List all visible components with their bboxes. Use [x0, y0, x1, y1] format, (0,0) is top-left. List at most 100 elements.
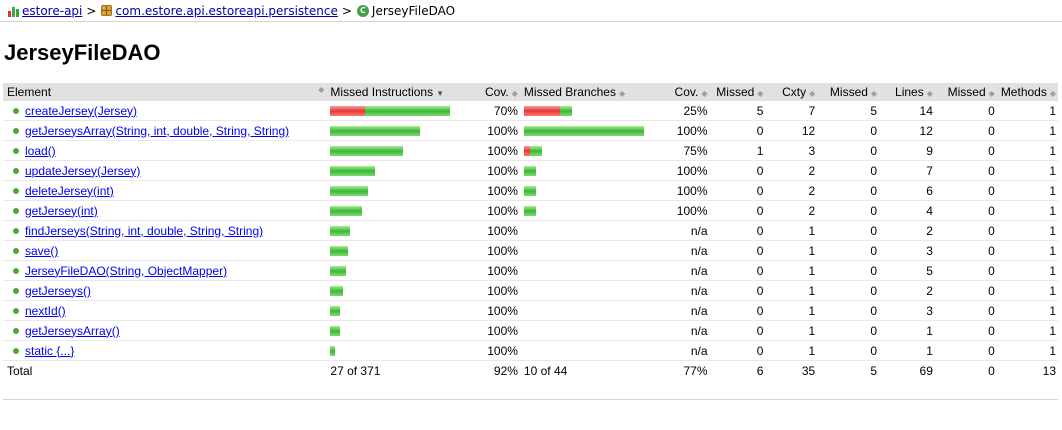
branches-bar-cell [519, 120, 648, 141]
missed-methods: 0 [934, 200, 997, 221]
covered-segment [559, 106, 572, 117]
missed-methods: 0 [934, 240, 997, 261]
branch-coverage: n/a [647, 300, 710, 321]
branches-bar-cell [519, 260, 648, 281]
sort-icon: ◆ [809, 88, 816, 98]
table-header-row: Element ◆ Missed Instructions ▼ Cov. ◆ Miss… [3, 83, 1058, 101]
method-link[interactable]: JerseyFileDAO(String, ObjectMapper) [25, 263, 228, 278]
table-row: updateJersey(Jersey) 100% 100% 0 2 0 7 0 1 [3, 160, 1058, 181]
breadcrumb-package[interactable]: com.estore.api.estoreapi.persistence [101, 3, 338, 18]
branches-bar-cell [519, 160, 648, 181]
instructions-bar-cell [326, 140, 457, 161]
method-link[interactable]: save() [25, 243, 59, 258]
branch-coverage: n/a [647, 240, 710, 261]
sort-icon: ◆ [701, 88, 708, 98]
instr-coverage: 100% [456, 240, 520, 261]
breadcrumb-project-link[interactable]: estore-api [22, 3, 83, 18]
method-link[interactable]: updateJersey(Jersey) [25, 163, 141, 178]
branches-bar-cell [519, 180, 648, 201]
instr-coverage: 70% [456, 100, 520, 121]
table-row: static {...} 100% n/a 0 1 0 1 0 1 [3, 340, 1058, 361]
method-link[interactable]: getJersey(int) [25, 203, 98, 218]
header-methods[interactable]: Methods ◆ [996, 83, 1058, 101]
branches-bar-cell [519, 340, 648, 361]
breadcrumb-project[interactable]: estore-api [8, 4, 82, 18]
method-link[interactable]: getJerseys() [25, 283, 92, 298]
sort-icon: ◆ [618, 88, 626, 98]
instructions-bar [330, 186, 369, 197]
element-cell: updateJersey(Jersey) [3, 160, 327, 181]
cxty: 1 [765, 240, 818, 261]
element-cell: getJerseysArray() [3, 320, 327, 341]
lines: 5 [879, 260, 935, 281]
header-missed-cxty[interactable]: Missed ◆ [709, 83, 766, 101]
header-missed-methods[interactable]: Missed ◆ [934, 83, 997, 101]
method-link[interactable]: static {...} [25, 343, 75, 358]
table-row: getJerseys() 100% n/a 0 1 0 2 0 1 [3, 280, 1058, 301]
sort-icon: ◆ [757, 88, 764, 98]
total-instr-coverage: 92% [493, 363, 518, 378]
header-missed-lines[interactable]: Missed ◆ [817, 83, 880, 101]
covered-segment [523, 166, 536, 177]
instructions-bar [330, 126, 421, 137]
branch-coverage: n/a [647, 320, 710, 341]
instructions-bar [330, 266, 347, 277]
package-icon [101, 5, 113, 16]
missed-cxty: 0 [709, 280, 766, 301]
method-link[interactable]: getJerseysArray() [25, 323, 120, 338]
missed-lines: 0 [817, 200, 880, 221]
method-link[interactable]: deleteJersey(int) [25, 183, 114, 198]
covered-segment [365, 106, 451, 117]
cxty: 12 [765, 120, 818, 141]
lines: 4 [879, 200, 935, 221]
instr-coverage: 100% [456, 280, 520, 301]
method-link[interactable]: getJerseysArray(String, int, double, Str… [25, 123, 290, 138]
method-icon [13, 288, 19, 295]
element-cell: nextId() [3, 300, 327, 321]
header-missed-cxty-label: Missed [716, 84, 755, 99]
instructions-bar [330, 166, 376, 177]
header-cov-instr[interactable]: Cov. ◆ [456, 83, 520, 101]
instr-coverage: 100% [456, 120, 520, 141]
missed-cxty: 0 [709, 260, 766, 281]
method-link[interactable]: findJerseys(String, int, double, String,… [25, 223, 264, 238]
covered-segment [330, 306, 341, 317]
header-missed-instructions[interactable]: Missed Instructions ▼ [326, 83, 457, 101]
total-missed-methods: 0 [988, 363, 995, 378]
covered-segment [330, 326, 341, 337]
breadcrumb-package-link[interactable]: com.estore.api.estoreapi.persistence [115, 3, 338, 18]
page-title: JerseyFileDAO [4, 40, 161, 65]
header-cxty[interactable]: Cxty ◆ [765, 83, 818, 101]
missed-methods: 0 [934, 320, 997, 341]
method-link[interactable]: nextId() [25, 303, 66, 318]
method-icon [13, 168, 19, 175]
header-missed-branches[interactable]: Missed Branches ◆ [519, 83, 648, 101]
missed-lines: 0 [817, 140, 880, 161]
missed-methods: 0 [934, 220, 997, 241]
methods: 1 [996, 340, 1058, 361]
method-icon [13, 308, 19, 315]
header-lines-label: Lines [895, 84, 924, 99]
instructions-bar-cell [326, 300, 457, 321]
method-link[interactable]: createJersey(Jersey) [25, 103, 138, 118]
total-missed-cxty: 6 [756, 363, 764, 378]
header-lines[interactable]: Lines ◆ [879, 83, 935, 101]
branch-coverage: 100% [647, 180, 710, 201]
table-row: findJerseys(String, int, double, String,… [3, 220, 1058, 241]
header-element[interactable]: Element ◆ [3, 83, 327, 101]
missed-cxty: 0 [709, 300, 766, 321]
cxty: 7 [765, 100, 818, 121]
method-icon [13, 228, 19, 235]
missed-lines: 0 [817, 320, 880, 341]
header-element-label: Element [7, 84, 52, 99]
method-icon [13, 248, 19, 255]
element-cell: static {...} [3, 340, 327, 361]
method-link[interactable]: load() [25, 143, 56, 158]
instr-coverage: 100% [456, 220, 520, 241]
methods: 1 [996, 120, 1058, 141]
method-icon [13, 328, 19, 335]
branch-coverage: 75% [647, 140, 710, 161]
instructions-bar [330, 306, 341, 317]
header-cov-branches[interactable]: Cov. ◆ [647, 83, 710, 101]
instr-coverage: 100% [456, 200, 520, 221]
